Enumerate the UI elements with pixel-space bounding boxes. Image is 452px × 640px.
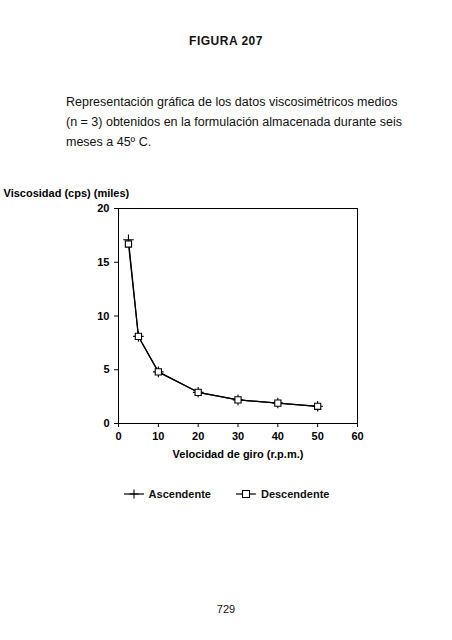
html-text:Ascendente: Ascendente	[148, 488, 211, 500]
html-text:Representación gráfica de los: Representación gráfica de los datos visc…	[66, 95, 402, 149]
svg-text:50: 50	[312, 430, 324, 442]
svg-text:5: 5	[103, 363, 109, 375]
svg-text:Velocidad de giro (r.p.m.): Velocidad de giro (r.p.m.)	[173, 448, 304, 460]
svg-text:10: 10	[152, 430, 164, 442]
svg-text:0: 0	[115, 430, 121, 442]
html-text:FIGURA 207: FIGURA 207	[189, 34, 263, 48]
html-text:729: 729	[216, 603, 236, 615]
svg-text:30: 30	[232, 430, 244, 442]
svg-text:40: 40	[272, 430, 284, 442]
svg-text:Viscosidad (cps) (miles): Viscosidad (cps) (miles)	[4, 187, 130, 199]
svg-text:0: 0	[103, 417, 109, 429]
svg-text:10: 10	[97, 310, 109, 322]
html-text:Descendente: Descendente	[260, 488, 330, 500]
svg-text:20: 20	[97, 202, 109, 214]
svg-text:20: 20	[192, 430, 204, 442]
svg-text:60: 60	[351, 430, 363, 442]
svg-text:15: 15	[97, 256, 109, 268]
